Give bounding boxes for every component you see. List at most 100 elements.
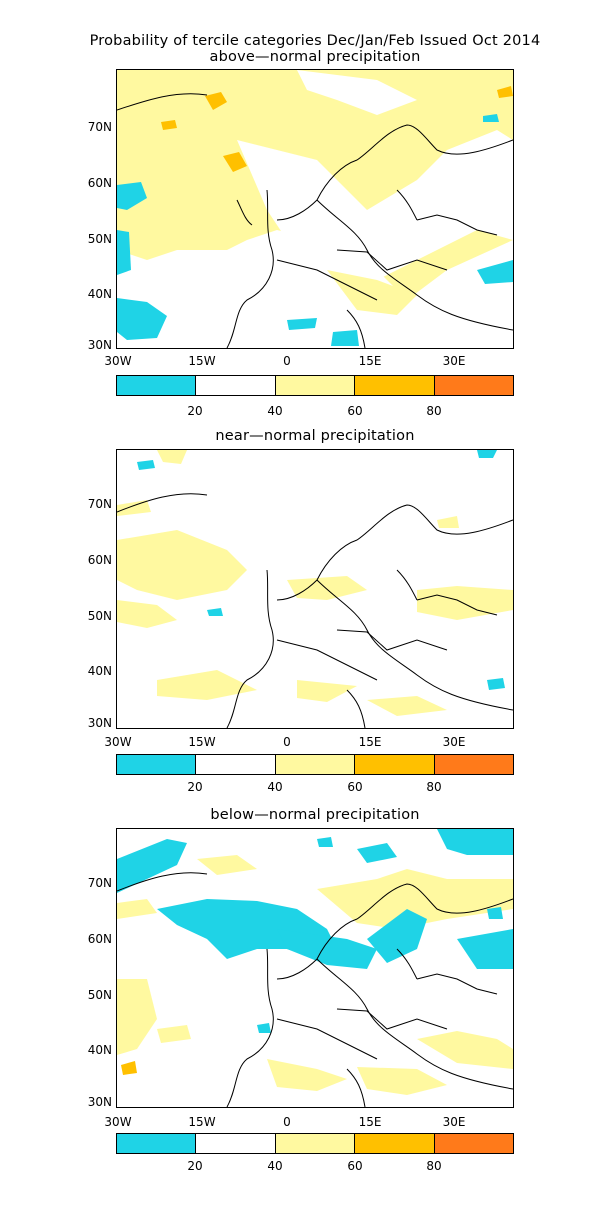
region-yellow: [267, 1059, 347, 1091]
region-cyan: [437, 829, 513, 855]
region-yellow: [117, 979, 157, 1055]
map-above-normal: [116, 69, 514, 349]
colorbar-tick-label: 80: [426, 780, 442, 794]
lon-label: 30E: [442, 735, 466, 749]
region-orange: [121, 1061, 137, 1075]
region-yellow: [157, 1025, 191, 1043]
lon-label: 15E: [358, 735, 382, 749]
colorbar-segment: [196, 376, 276, 395]
region-orange: [205, 92, 227, 110]
colorbar: [116, 1133, 514, 1154]
colorbar-tick-label: 40: [267, 1159, 283, 1173]
lat-label: 40N: [87, 1043, 112, 1057]
lat-label: 30N: [87, 338, 112, 352]
region-cyan: [117, 230, 131, 275]
panel-title-below: below—normal precipitation: [210, 807, 420, 823]
lon-label: 15W: [188, 1115, 216, 1129]
colorbar-segment: [117, 755, 197, 774]
colorbar-segment: [434, 1134, 514, 1153]
colorbar-segment: [275, 755, 356, 774]
lat-label: 50N: [87, 609, 112, 623]
colorbar-segment: [275, 376, 356, 395]
region-yellow: [417, 586, 513, 620]
region-cyan: [277, 929, 377, 969]
region-cyan: [487, 907, 503, 919]
region-cyan: [477, 260, 513, 284]
lon-label: 15E: [358, 1115, 382, 1129]
region-yellow: [157, 670, 257, 700]
region-cyan: [287, 318, 317, 330]
colorbar-segment: [117, 1134, 197, 1153]
colorbar-segment: [355, 376, 435, 395]
region-cyan: [117, 298, 167, 340]
colorbar-tick-label: 60: [347, 780, 363, 794]
colorbar-tick-label: 80: [426, 404, 442, 418]
lat-label: 40N: [87, 287, 112, 301]
lon-label: 30W: [104, 735, 132, 749]
lat-label: 30N: [87, 1095, 112, 1109]
region-cyan: [317, 837, 333, 847]
lon-label: 15W: [188, 735, 216, 749]
region-yellow: [317, 869, 513, 929]
region-cyan: [257, 1023, 271, 1033]
colorbar-segment: [434, 376, 514, 395]
map-above-svg: [117, 70, 513, 348]
colorbar-tick-label: 20: [187, 1159, 203, 1173]
colorbar-tick-label: 80: [426, 1159, 442, 1173]
map-below-normal: [116, 828, 514, 1108]
region-yellow: [357, 1067, 447, 1095]
region-cyan: [487, 678, 505, 690]
region-cyan: [117, 182, 147, 210]
lat-label: 70N: [87, 120, 112, 134]
lon-label: 15W: [188, 354, 216, 368]
colorbar-segment: [196, 755, 276, 774]
region-yellow: [117, 530, 247, 600]
map-below-svg: [117, 829, 513, 1107]
lon-label: 30E: [442, 1115, 466, 1129]
region-yellow: [287, 576, 367, 600]
colorbar-segment: [434, 755, 514, 774]
region-orange: [223, 152, 247, 172]
region-orange: [497, 86, 513, 98]
colorbar-segment: [355, 755, 435, 774]
lat-label: 60N: [87, 932, 112, 946]
region-yellow: [117, 600, 177, 628]
region-yellow: [367, 696, 447, 716]
colorbar-segment: [355, 1134, 435, 1153]
region-yellow: [197, 855, 257, 875]
region-yellow: [437, 516, 459, 528]
region-cyan: [357, 843, 397, 863]
lon-label: 30W: [104, 1115, 132, 1129]
lat-label: 50N: [87, 232, 112, 246]
region-cyan: [117, 839, 187, 893]
map-near-normal: [116, 449, 514, 729]
lon-label: 0: [283, 354, 291, 368]
region-cyan: [367, 909, 427, 963]
region-yellow: [297, 680, 357, 702]
region-white: [117, 300, 367, 348]
colorbar-segment: [196, 1134, 276, 1153]
lon-label: 30E: [442, 354, 466, 368]
colorbar-segment: [275, 1134, 356, 1153]
region-yellow: [417, 1031, 513, 1069]
colorbar-segment: [117, 376, 197, 395]
panel-title-near: near—normal precipitation: [215, 428, 415, 444]
region-yellow: [117, 899, 157, 919]
colorbar-tick-label: 40: [267, 780, 283, 794]
colorbar: [116, 375, 514, 396]
lat-label: 30N: [87, 716, 112, 730]
colorbar-tick-label: 40: [267, 404, 283, 418]
region-white: [297, 70, 417, 115]
lat-label: 60N: [87, 553, 112, 567]
colorbar-tick-label: 20: [187, 780, 203, 794]
lon-label: 30W: [104, 354, 132, 368]
region-cyan: [477, 450, 497, 458]
figure-title: Probability of tercile categories Dec/Ja…: [89, 33, 541, 49]
region-white: [237, 130, 513, 290]
lat-label: 70N: [87, 497, 112, 511]
lat-label: 50N: [87, 988, 112, 1002]
lat-label: 60N: [87, 176, 112, 190]
colorbar-tick-label: 60: [347, 1159, 363, 1173]
region-yellow: [117, 500, 151, 516]
region-yellow: [327, 270, 417, 315]
